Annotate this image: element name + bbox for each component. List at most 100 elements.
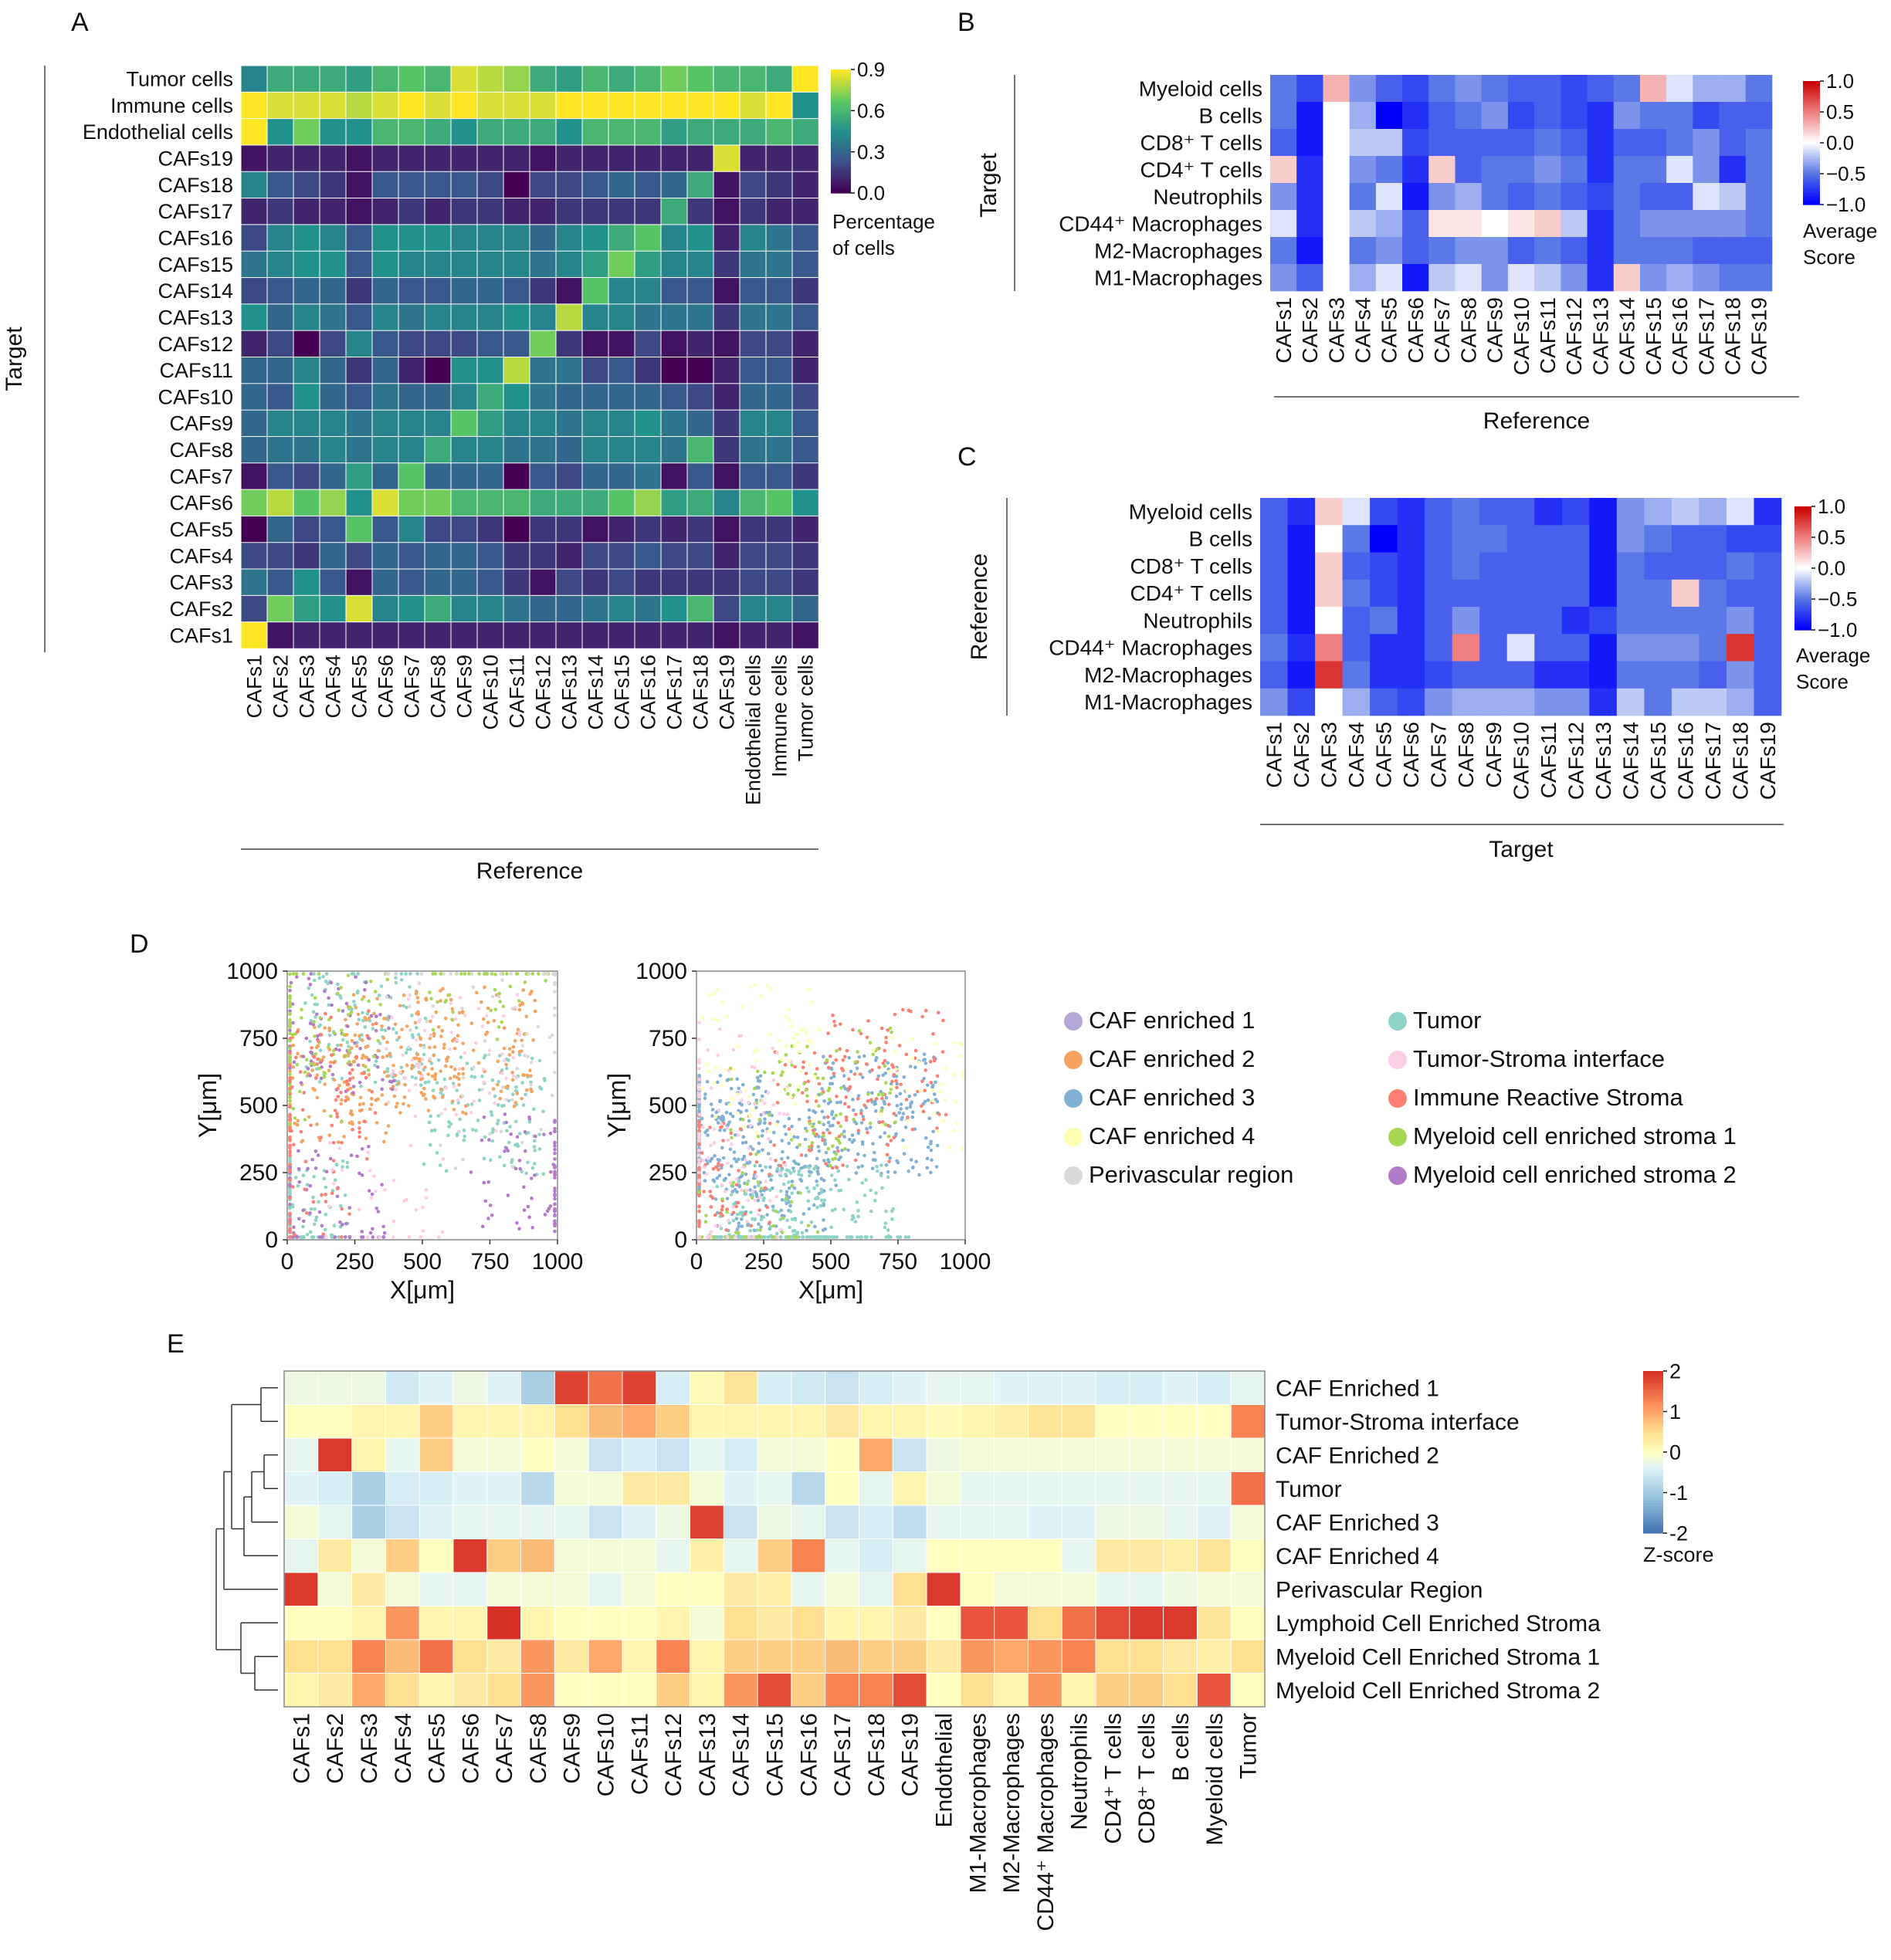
cell-point [826,1031,830,1035]
colorbar-segment [1794,584,1811,587]
cell-point [775,1051,779,1055]
heatmap-cell [452,1572,488,1607]
heatmap-cell [588,1572,623,1607]
cell-point [410,1058,415,1062]
cell-point [490,1113,494,1117]
heatmap-cell [1666,237,1693,265]
cell-point [706,1048,710,1052]
cell-point [697,1190,701,1194]
colorbar-tick-label: 0.0 [1818,557,1845,580]
heatmap-cell [608,594,635,623]
heatmap-cell [686,515,714,543]
cell-point [408,1028,412,1032]
cell-point [347,1048,351,1053]
cell-point [843,1147,847,1151]
cell-point [879,1109,883,1113]
cell-point [416,1032,421,1037]
cell-point [700,1016,705,1021]
cell-point [753,1198,757,1203]
cell-point [327,1068,331,1073]
cell-point [517,1030,522,1034]
cell-point [739,1188,744,1193]
cell-point [442,1042,446,1047]
cell-point [921,1058,926,1062]
cell-point [458,1117,462,1122]
heatmap-cell [1613,102,1641,130]
heatmap-cell [1270,210,1297,238]
heatmap-cell [319,462,347,490]
heatmap-cell [1452,607,1480,635]
column-label: CAFs12 [1564,722,1588,800]
heatmap-cell [450,330,478,358]
column-label: CAFs7 [1430,297,1454,364]
colorbar-segment [1643,1430,1663,1434]
row-label: Myeloid Cell Enriched Stroma 1 [1276,1644,1600,1670]
heatmap-cell [1349,210,1377,238]
cell-point [431,1027,435,1032]
cell-point [709,1102,713,1106]
heatmap-cell [858,1673,894,1708]
cell-point [868,1041,873,1045]
cell-point [816,1145,821,1149]
heatmap-cell [1287,579,1316,608]
heatmap-cell [1534,156,1561,184]
heatmap-cell [634,568,662,597]
cell-point [517,1033,522,1037]
cell-point [709,1143,713,1148]
cell-point [415,1063,419,1068]
cell-point [730,1077,734,1082]
cell-point [822,1178,826,1183]
heatmap-cell [529,515,557,543]
cell-point [520,1049,524,1053]
heatmap-cell [1481,237,1509,265]
colorbar-segment [831,127,851,130]
heatmap-cell [1613,210,1641,238]
heatmap-cell [266,303,294,331]
heatmap-cell [1481,210,1509,238]
cell-point [833,1178,837,1182]
cell-point [788,1225,791,1230]
colorbar-segment [1803,97,1820,100]
cell-point [749,1210,753,1214]
cell-point [724,1110,729,1115]
cell-point [405,1063,409,1068]
heatmap-cell [476,409,504,438]
heatmap-cell [1375,237,1403,265]
heatmap-cell [1666,210,1693,238]
heatmap-cell [1561,264,1588,292]
heatmap-cell [1455,75,1482,103]
heatmap-cell [1270,264,1297,292]
cell-point [504,1120,509,1125]
colorbar-segment [1794,581,1811,584]
cell-point [489,1110,493,1114]
cell-point [496,1119,500,1122]
cell-point [313,1076,318,1080]
heatmap-cell [385,1471,420,1506]
cell-point [781,1216,785,1220]
heatmap-cell [424,489,452,517]
cell-point [961,1146,964,1150]
cell-point [751,1147,755,1152]
heatmap-cell [825,1572,860,1607]
cell-point [822,1115,826,1119]
colorbar-segment [1803,128,1820,131]
heatmap-cell [1671,634,1700,662]
colorbar-segment [831,157,851,161]
column-label: CAFs12 [531,655,554,730]
cell-point [409,1066,414,1071]
cell-point [288,1162,292,1166]
cell-point [728,1180,733,1185]
heatmap-cell [1587,264,1615,292]
heatmap-cell [1745,210,1773,238]
legend-label: CAF enriched 2 [1089,1045,1255,1072]
cell-point [383,1028,388,1032]
colorbar-segment [1794,615,1811,618]
cell-point [929,1148,934,1153]
cell-point [740,1171,744,1175]
heatmap-cell [1315,688,1343,716]
cell-point [525,1032,529,1036]
colorbar-segment [1794,506,1811,509]
heatmap-cell [424,357,452,384]
cell-point [745,1219,749,1224]
cell-point [697,1204,701,1208]
